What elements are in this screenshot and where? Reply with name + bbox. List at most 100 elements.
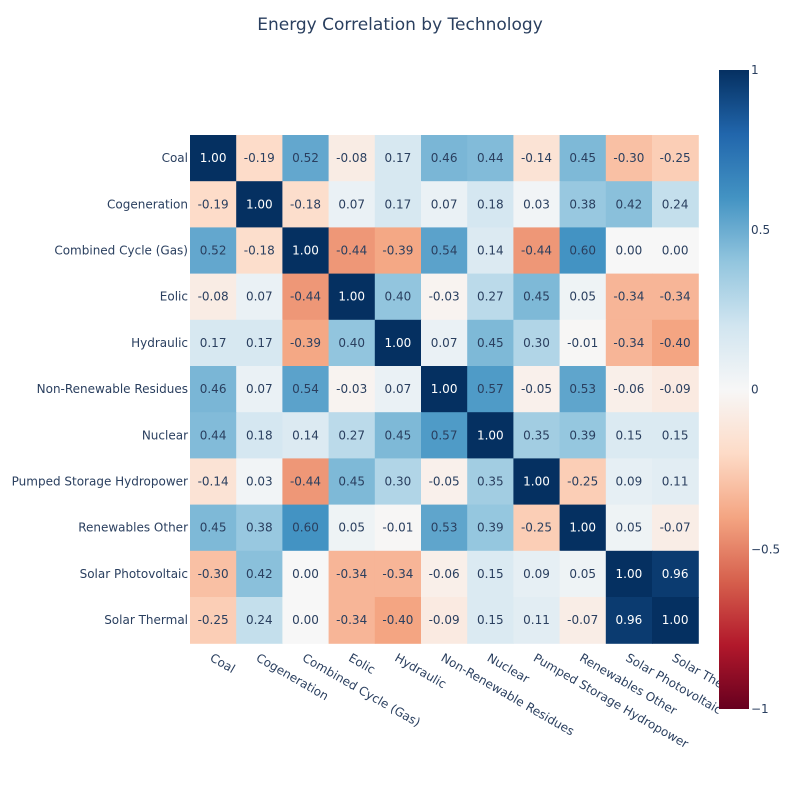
cell-value-label: 0.24	[246, 613, 273, 627]
cell-value-label: -0.34	[336, 567, 367, 581]
cell-value-label: 1.00	[385, 336, 412, 350]
cell-value-label: 0.52	[292, 151, 319, 165]
heatmap-cell	[236, 597, 283, 644]
cell-value-label: 1.00	[338, 290, 365, 304]
cell-value-label: 0.15	[662, 428, 689, 442]
heatmap-cell	[652, 319, 699, 367]
cell-value-label: 0.15	[477, 613, 504, 627]
heatmap-cell	[467, 319, 514, 367]
chart-title: Energy Correlation by Technology	[257, 15, 543, 35]
cell-value-label: 0.45	[569, 151, 596, 165]
heatmap-cell	[467, 597, 514, 644]
cell-value-label: -0.07	[567, 613, 598, 627]
y-tick-label: Solar Photovoltaic	[80, 567, 188, 581]
heatmap-cell	[467, 273, 514, 321]
cell-value-label: 1.00	[523, 475, 550, 489]
heatmap-cell	[513, 181, 561, 228]
cell-value-label: 0.07	[338, 197, 365, 211]
heatmap-cell	[605, 181, 653, 228]
cell-value-label: 0.17	[385, 197, 412, 211]
heatmap-cell	[374, 181, 422, 228]
y-tick-label: Combined Cycle (Gas)	[54, 244, 188, 258]
colorbar-tick-label: −0.5	[751, 542, 780, 556]
heatmap-cell	[605, 597, 653, 644]
heatmap-cell	[190, 458, 237, 506]
cell-value-label: 0.60	[292, 521, 319, 535]
heatmap-cell	[236, 135, 283, 182]
cell-value-label: 0.46	[200, 382, 227, 396]
heatmap-cell	[559, 135, 607, 182]
cell-value-label: 1.00	[200, 151, 227, 165]
heatmap-cell	[374, 504, 422, 552]
heatmap-cell	[190, 319, 237, 367]
cell-value-label: 0.53	[431, 521, 458, 535]
y-tick-label: Coal	[162, 151, 188, 165]
heatmap-cell	[282, 273, 330, 321]
heatmap-cell	[282, 597, 330, 644]
heatmap-cell	[467, 135, 514, 182]
cell-value-label: 0.27	[338, 428, 365, 442]
cell-value-label: -0.34	[660, 290, 691, 304]
y-tick-label: Hydraulic	[131, 336, 188, 350]
heatmap-cell	[467, 550, 514, 598]
heatmap-cell	[421, 550, 468, 598]
cell-value-label: 1.00	[477, 428, 504, 442]
heatmap-cell	[328, 504, 376, 552]
heatmap-cell	[374, 319, 422, 367]
heatmap-cell	[467, 181, 514, 228]
cell-value-label: -0.18	[244, 244, 275, 258]
heatmap-cell	[652, 458, 699, 506]
cell-value-label: 0.03	[523, 197, 550, 211]
heatmap-cell	[652, 366, 699, 413]
cell-value-label: 0.15	[477, 567, 504, 581]
cell-value-label: -0.44	[290, 290, 321, 304]
colorbar: 1 0.5 0 −0.5 −1	[719, 63, 780, 716]
heatmap-cell	[605, 458, 653, 506]
cell-value-label: 0.17	[246, 336, 273, 350]
cell-value-label: -0.06	[613, 382, 644, 396]
cell-value-label: 0.17	[385, 151, 412, 165]
cell-value-label: 0.44	[477, 151, 504, 165]
heatmap-cell	[282, 181, 330, 228]
y-tick-label: Cogeneration	[107, 197, 188, 211]
cell-value-label: 0.60	[569, 244, 596, 258]
heatmap-cell	[559, 504, 607, 552]
cell-value-label: -0.05	[429, 475, 460, 489]
heatmap-cell	[513, 319, 561, 367]
cell-value-label: -0.34	[613, 336, 644, 350]
cell-value-label: 0.40	[385, 290, 412, 304]
cell-value-label: 0.45	[523, 290, 550, 304]
cell-value-label: -0.01	[567, 336, 598, 350]
heatmap-cell	[282, 135, 330, 182]
heatmap-cell	[559, 597, 607, 644]
cell-value-label: 0.52	[200, 244, 227, 258]
cell-value-label: 0.14	[292, 428, 319, 442]
cell-value-label: 0.11	[523, 613, 550, 627]
heatmap-cell	[190, 366, 237, 413]
cell-value-label: 0.27	[477, 290, 504, 304]
heatmap-cell	[421, 227, 468, 275]
cell-value-label: 1.00	[246, 197, 273, 211]
colorbar-ticks: 1 0.5 0 −0.5 −1	[751, 63, 780, 716]
heatmap-cell	[559, 227, 607, 275]
heatmap-cell	[652, 181, 699, 228]
heatmap-cell	[328, 412, 376, 459]
heatmap-cell	[190, 135, 237, 182]
heatmap-cell	[513, 135, 561, 182]
heatmap-cell	[328, 181, 376, 228]
cell-value-label: 0.45	[338, 475, 365, 489]
cell-value-label: -0.30	[613, 151, 644, 165]
heatmap-cell	[421, 181, 468, 228]
cell-value-label: 0.57	[477, 382, 504, 396]
cell-value-label: 0.30	[385, 475, 412, 489]
cell-value-label: 0.17	[200, 336, 227, 350]
heatmap-cell	[236, 181, 283, 228]
heatmap-cell	[190, 504, 237, 552]
cell-value-label: 0.38	[569, 197, 596, 211]
cell-value-label: 0.38	[246, 521, 273, 535]
heatmap-cell	[513, 597, 561, 644]
cell-value-label: 0.42	[246, 567, 273, 581]
cell-value-label: 0.07	[431, 336, 458, 350]
heatmap-cell	[328, 273, 376, 321]
